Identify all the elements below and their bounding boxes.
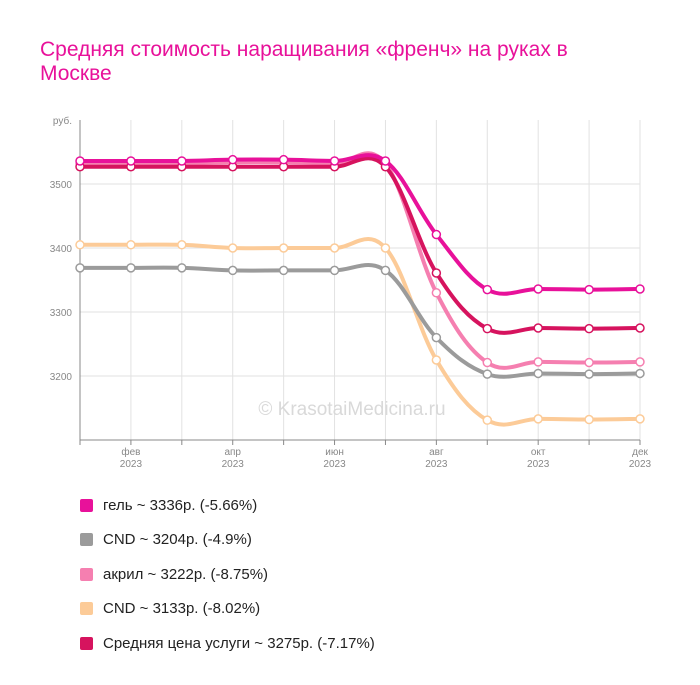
legend-item-cnd-peach[interactable]: CND ~ 3133р. (-8.02%): [80, 592, 375, 627]
data-point-cnd-gray[interactable]: [584, 369, 594, 379]
x-tick-label-year: 2023: [120, 459, 143, 470]
series-acryl: [75, 151, 645, 370]
y-axis-unit: руб.: [53, 115, 72, 127]
legend-item-average[interactable]: Средняя цена услуги ~ 3275р. (-7.17%): [80, 626, 375, 661]
legend-swatch-gel: [80, 498, 93, 512]
data-point-cnd-gray[interactable]: [329, 265, 340, 276]
data-point-cnd-gray[interactable]: [75, 263, 85, 273]
x-tick-label-year: 2023: [425, 459, 448, 470]
data-point-cnd-gray[interactable]: [177, 263, 187, 273]
data-point-cnd-peach[interactable]: [177, 240, 187, 250]
data-point-cnd-gray[interactable]: [482, 369, 493, 379]
data-point-cnd-gray[interactable]: [533, 368, 543, 379]
legend: гель ~ 3336р. (-5.66%) CND ~ 3204р. (-4.…: [80, 488, 375, 661]
data-point-average[interactable]: [584, 323, 594, 334]
y-tick-label: 3400: [50, 244, 73, 255]
x-tick-label-month: фев: [121, 446, 140, 458]
legend-label-acryl: акрил ~ 3222р. (-8.75%): [103, 565, 269, 583]
watermark: © KrasotaiMedicina.ru: [258, 399, 445, 420]
x-tick-label-month: окт: [531, 447, 546, 458]
data-point-cnd-gray[interactable]: [227, 265, 238, 276]
data-point-gel[interactable]: [533, 284, 543, 294]
data-point-cnd-peach[interactable]: [126, 240, 136, 250]
data-point-cnd-gray[interactable]: [278, 265, 289, 276]
legend-swatch-cnd-peach: [80, 602, 93, 616]
x-tick-label-year: 2023: [629, 459, 652, 470]
x-tick-label-month: авг: [429, 447, 444, 458]
data-point-cnd-gray[interactable]: [380, 265, 391, 276]
y-tick-label: 3500: [50, 180, 73, 191]
x-tick-label-year: 2023: [222, 459, 245, 470]
data-point-cnd-peach[interactable]: [431, 355, 442, 365]
data-point-acryl[interactable]: [635, 357, 645, 367]
data-point-cnd-gray[interactable]: [431, 332, 442, 343]
data-point-gel[interactable]: [329, 156, 340, 166]
data-point-gel[interactable]: [227, 154, 238, 165]
data-point-gel[interactable]: [584, 284, 594, 295]
data-point-cnd-peach[interactable]: [75, 240, 85, 250]
legend-item-cnd-gray[interactable]: CND ~ 3204р. (-4.9%): [80, 523, 375, 558]
data-point-cnd-peach[interactable]: [329, 243, 340, 253]
series-line-acryl: [78, 151, 642, 370]
legend-label-cnd-gray: CND ~ 3204р. (-4.9%): [103, 531, 252, 549]
data-point-gel[interactable]: [482, 284, 493, 295]
x-tick-label-year: 2023: [527, 459, 550, 470]
x-tick-label-month: дек: [632, 447, 648, 458]
data-point-average[interactable]: [635, 323, 645, 333]
grid: [79, 120, 641, 445]
data-point-average[interactable]: [431, 268, 442, 278]
series-cnd-gray: [75, 263, 645, 379]
legend-swatch-acryl: [80, 567, 93, 581]
data-point-gel[interactable]: [635, 284, 645, 294]
legend-label-gel: гель ~ 3336р. (-5.66%): [103, 496, 258, 514]
legend-swatch-average: [80, 636, 93, 650]
x-tick-label-year: 2023: [323, 459, 346, 470]
data-point-acryl[interactable]: [431, 288, 442, 298]
data-point-gel[interactable]: [380, 156, 391, 166]
axis-labels: 3200330034003500руб.фев2023апр2023июн202…: [50, 115, 652, 470]
line-chart: © KrasotaiMedicina.ru 3200 3300 3400 3500 ру…: [50, 115, 652, 470]
series-line-cnd-gray: [78, 263, 642, 379]
y-tick-label: 3300: [50, 308, 73, 319]
data-point-acryl[interactable]: [584, 357, 594, 368]
legend-swatch-cnd-gray: [80, 533, 93, 547]
data-point-cnd-peach[interactable]: [227, 243, 238, 253]
data-point-gel[interactable]: [177, 156, 187, 166]
data-point-cnd-peach[interactable]: [482, 415, 493, 425]
data-point-cnd-gray[interactable]: [126, 263, 136, 273]
x-tick-label-month: июн: [325, 447, 344, 458]
legend-label-cnd-peach: CND ~ 3133р. (-8.02%): [103, 600, 261, 618]
series-layer: [75, 151, 645, 427]
data-point-gel[interactable]: [278, 154, 289, 165]
data-point-acryl[interactable]: [533, 357, 543, 367]
data-point-average[interactable]: [533, 323, 543, 333]
legend-item-gel[interactable]: гель ~ 3336р. (-5.66%): [80, 488, 375, 523]
data-point-gel[interactable]: [126, 156, 136, 166]
data-point-cnd-peach[interactable]: [533, 414, 543, 424]
data-point-gel[interactable]: [75, 156, 85, 166]
data-point-cnd-peach[interactable]: [635, 414, 645, 424]
series-gel: [75, 153, 645, 296]
data-point-cnd-peach[interactable]: [278, 243, 289, 253]
data-point-cnd-peach[interactable]: [380, 243, 391, 253]
data-point-average[interactable]: [482, 323, 493, 334]
legend-label-average: Средняя цена услуги ~ 3275р. (-7.17%): [103, 634, 375, 652]
series-line-gel: [78, 153, 642, 296]
chart-title: Средняя стоимость наращивания «френч» на…: [40, 38, 568, 85]
data-point-gel[interactable]: [431, 229, 442, 240]
data-point-cnd-gray[interactable]: [635, 368, 645, 379]
legend-item-acryl[interactable]: акрил ~ 3222р. (-8.75%): [80, 557, 375, 592]
series-cnd-peach: [75, 237, 645, 427]
data-point-acryl[interactable]: [482, 357, 493, 368]
y-tick-label: 3200: [50, 372, 73, 383]
data-point-cnd-peach[interactable]: [584, 414, 594, 425]
x-tick-label-month: апр: [224, 447, 241, 458]
